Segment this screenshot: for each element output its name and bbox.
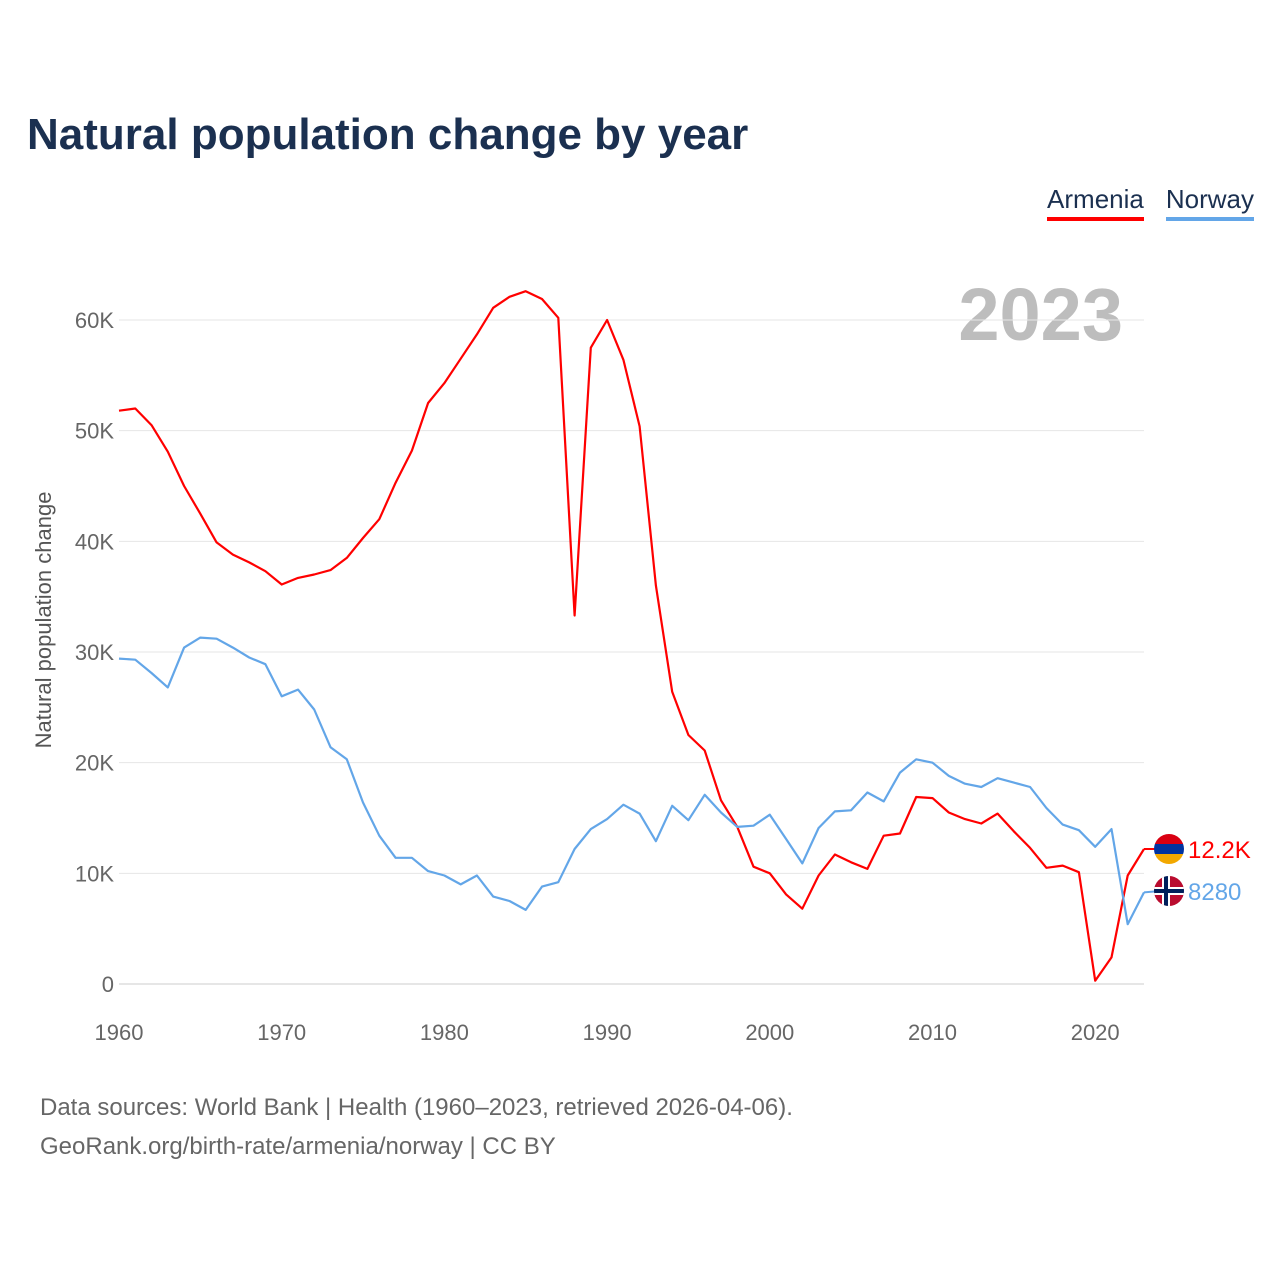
y-tick-label: 0 [102,972,114,997]
source-line: Data sources: World Bank | Health (1960–… [40,1094,793,1121]
x-tick-label: 2020 [1071,1020,1120,1045]
series-line-armenia [118,290,1145,982]
attribution-line[interactable]: GeoRank.org/birth-rate/armenia/norway | … [40,1133,556,1160]
x-tick-label: 1990 [583,1020,632,1045]
legend-armenia[interactable]: Armenia [1047,184,1144,221]
end-value-label: 8280 [1188,879,1241,906]
x-tick-label: 2010 [908,1020,957,1045]
y-tick-label: 60K [75,308,114,333]
y-tick-label: 50K [75,419,114,444]
y-axis-label: Natural population change [31,492,56,749]
norway-flag-icon [1154,876,1184,906]
x-tick-label: 1980 [420,1020,469,1045]
end-value-label: 12.2K [1188,837,1251,864]
series-line-norway [118,636,1145,926]
footer: Data sources: World Bank | Health (1960–… [40,1088,793,1166]
chart-title: Natural population change by year [27,110,749,159]
y-tick-label: 40K [75,529,114,554]
y-tick-label: 20K [75,751,114,776]
legend: Armenia Norway [1047,184,1254,221]
legend-norway[interactable]: Norway [1165,184,1254,221]
x-tick-label: 2000 [745,1020,794,1045]
x-tick-label: 1960 [95,1020,144,1045]
armenia-flag-icon [1154,834,1184,864]
year-watermark: 2023 [958,273,1123,356]
y-tick-label: 30K [75,640,114,665]
y-tick-label: 10K [75,861,114,886]
x-tick-label: 1970 [257,1020,306,1045]
